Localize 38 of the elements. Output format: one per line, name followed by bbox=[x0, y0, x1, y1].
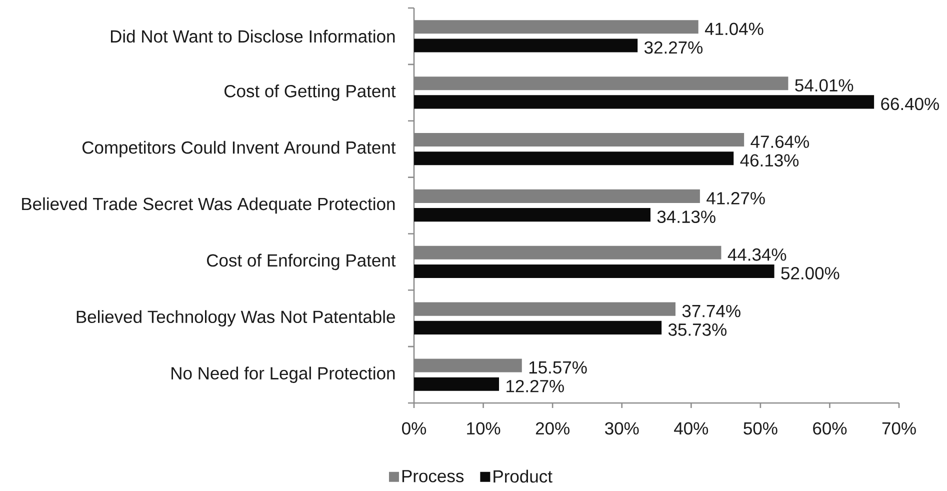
y-tick-label: Believed Technology Was Not Patentable bbox=[76, 310, 395, 327]
bar bbox=[414, 152, 734, 166]
y-tick-label: Cost of Enforcing Patent bbox=[207, 254, 396, 270]
x-tick-label: 10% bbox=[467, 422, 500, 435]
x-tick-label: 70% bbox=[882, 422, 916, 435]
data-label: 47.64% bbox=[750, 136, 810, 148]
x-tick-label: 60% bbox=[813, 422, 847, 435]
data-label: 41.27% bbox=[706, 192, 765, 204]
data-label: 32.27% bbox=[644, 41, 703, 54]
bar bbox=[414, 377, 500, 391]
data-label: 35.73% bbox=[668, 323, 726, 336]
y-tick-label: Did Not Want to Disclose Information bbox=[110, 30, 395, 43]
data-label: 66.40% bbox=[881, 98, 939, 110]
x-tick-label: 30% bbox=[605, 422, 639, 435]
y-tick-label: No Need for Legal Protection bbox=[172, 366, 395, 383]
x-tick-label: 20% bbox=[536, 422, 570, 435]
y-tick-label: Believed Trade Secret Was Adequate Protection bbox=[22, 197, 395, 214]
data-label: 37.74% bbox=[682, 304, 740, 318]
data-label: 41.04% bbox=[704, 22, 764, 36]
data-label: 12.27% bbox=[506, 380, 564, 392]
legend-label: Product bbox=[494, 470, 552, 483]
y-tick-label: Competitors Could Invent Around Patent bbox=[82, 140, 396, 158]
data-label: 15.57% bbox=[529, 361, 587, 374]
y-tick-label: Cost of Getting Patent bbox=[224, 84, 396, 101]
legend-label: Process bbox=[402, 470, 464, 482]
x-tick-label: 50% bbox=[744, 422, 778, 435]
data-label: 34.13% bbox=[657, 210, 716, 224]
bar bbox=[414, 38, 638, 52]
data-label: 54.01% bbox=[795, 79, 854, 92]
data-label: 52.00% bbox=[781, 267, 840, 280]
data-label: 44.34% bbox=[728, 248, 786, 261]
bar bbox=[414, 208, 650, 222]
bar bbox=[414, 320, 662, 334]
bar bbox=[414, 95, 874, 109]
bar bbox=[414, 264, 774, 278]
data-label: 46.13% bbox=[740, 154, 799, 167]
x-tick-label: 40% bbox=[674, 422, 708, 435]
x-tick-label: 0% bbox=[402, 422, 426, 435]
